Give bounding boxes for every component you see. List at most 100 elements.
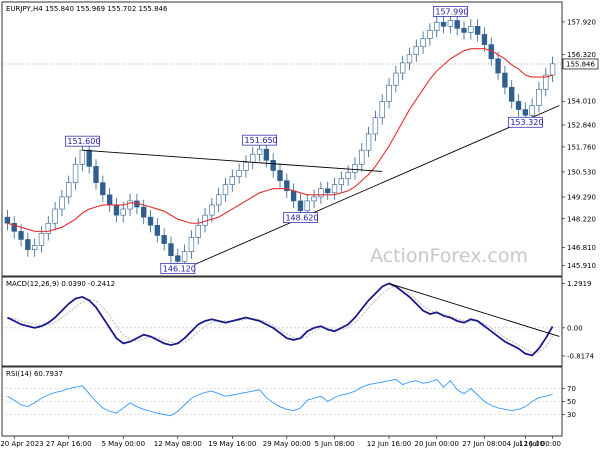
candle-body bbox=[188, 237, 195, 252]
time-tick-label: 12 Jun 16:00 bbox=[367, 440, 411, 448]
candle-body bbox=[359, 149, 365, 165]
time-tick-label: 27 Apr 16:00 bbox=[46, 440, 92, 448]
time-tick-label: 12 May 08:00 bbox=[154, 440, 202, 448]
candle-body bbox=[481, 34, 488, 45]
candle-body bbox=[4, 216, 11, 224]
rsi-tick-label: 30 bbox=[567, 411, 576, 419]
candle-body bbox=[529, 105, 535, 116]
candle-body bbox=[263, 148, 270, 161]
candle-body bbox=[79, 149, 86, 165]
candle-body bbox=[59, 196, 65, 210]
candle-body bbox=[406, 54, 413, 64]
candle-body bbox=[181, 251, 188, 262]
candle-body bbox=[393, 72, 399, 86]
price-level-label-box bbox=[433, 6, 468, 17]
candle-body bbox=[297, 200, 304, 211]
price-level-label: 148.620 bbox=[285, 214, 318, 223]
candle-body bbox=[372, 117, 379, 135]
candle-body bbox=[256, 148, 263, 155]
candle-body bbox=[25, 239, 31, 250]
candle-body bbox=[509, 86, 515, 102]
price-level-label: 151.650 bbox=[245, 136, 278, 145]
rsi-tick-label: 50 bbox=[567, 398, 576, 406]
macd-tick-label: -0.8174 bbox=[567, 352, 595, 360]
candle-body bbox=[365, 133, 372, 151]
candle-body bbox=[304, 200, 310, 211]
price-level-label-box bbox=[242, 134, 277, 146]
macd-panel-frame bbox=[1, 276, 563, 367]
price-tick-label: 157.920 bbox=[567, 18, 596, 26]
current-price-label: 155.846 bbox=[566, 60, 595, 68]
candle-body bbox=[236, 170, 242, 177]
candle-body bbox=[284, 180, 290, 192]
price-tick-label: 149.290 bbox=[567, 194, 596, 202]
candle-body bbox=[311, 196, 317, 202]
candle-body bbox=[447, 20, 454, 27]
price-level-label-box bbox=[507, 116, 543, 128]
candle-body bbox=[427, 30, 433, 39]
candle-body bbox=[86, 149, 92, 167]
moving-average-line bbox=[7, 48, 553, 232]
candle-body bbox=[229, 176, 235, 185]
candle-body bbox=[318, 188, 324, 198]
candle-body bbox=[474, 26, 481, 35]
candle-body bbox=[461, 28, 467, 33]
candle-body bbox=[270, 160, 276, 171]
candle-body bbox=[420, 38, 426, 47]
candle-body bbox=[154, 224, 161, 236]
candle-body bbox=[277, 170, 283, 181]
candle-body bbox=[175, 255, 181, 262]
candle-body bbox=[440, 21, 447, 27]
price-level-label-box bbox=[160, 263, 196, 274]
candle-body bbox=[113, 204, 120, 216]
price-level-label: 153.320 bbox=[510, 118, 543, 127]
candle-body bbox=[195, 224, 201, 238]
time-tick-label: 5 May 00:00 bbox=[101, 440, 145, 448]
price-level-label-box bbox=[65, 135, 100, 147]
macd-tick-label: 0.00 bbox=[567, 324, 583, 332]
price-level-label: 157.990 bbox=[435, 7, 468, 16]
price-tick-label: 154.010 bbox=[567, 98, 596, 106]
price-tick-label: 145.910 bbox=[567, 262, 596, 270]
candle-body bbox=[168, 243, 174, 257]
price-level-label: 146.120 bbox=[163, 264, 196, 273]
time-tick-label: 19 May 16:00 bbox=[208, 440, 256, 448]
candle-body bbox=[386, 84, 392, 102]
macd-title: MACD(12,26,9) 0.0390 -0.2412 bbox=[6, 280, 115, 288]
candle-body bbox=[379, 101, 385, 118]
candle-body bbox=[161, 235, 167, 244]
candle-body bbox=[45, 222, 51, 234]
price-tick-label: 156.320 bbox=[567, 51, 596, 59]
candle-body bbox=[522, 109, 529, 116]
price-trendline bbox=[82, 149, 383, 172]
time-tick-label: 20 Apr 2023 bbox=[0, 440, 43, 448]
price-level-label-box bbox=[283, 212, 318, 224]
price-level-label: 151.600 bbox=[67, 137, 100, 146]
candle-body bbox=[31, 245, 38, 250]
candle-body bbox=[11, 222, 17, 232]
macd-trendline bbox=[388, 283, 560, 337]
price-layer: 157.990 151.600 151.650 148.620 146.120 153.3… bbox=[2, 6, 562, 274]
candle-body bbox=[127, 200, 133, 210]
price-tick-label: 150.530 bbox=[567, 168, 596, 176]
candle-body bbox=[38, 233, 45, 246]
rsi-tick-label: 70 bbox=[567, 385, 576, 393]
rsi-layer bbox=[2, 378, 562, 417]
watermark: ActionForex.com bbox=[370, 245, 528, 267]
candle-body bbox=[413, 46, 419, 56]
candle-body bbox=[549, 63, 556, 76]
candle-body bbox=[243, 162, 249, 171]
candle-body bbox=[338, 178, 345, 185]
time-tick-label: 29 May 00:00 bbox=[263, 440, 311, 448]
price-trendline bbox=[191, 105, 560, 267]
candle-body bbox=[93, 166, 99, 183]
candle-body bbox=[141, 206, 147, 218]
axis-layer: 157.920 156.320 154.010 152.840 151.760 150.5… bbox=[0, 18, 599, 448]
candle-body bbox=[290, 190, 297, 202]
candle-body bbox=[209, 204, 215, 216]
candle-body bbox=[72, 164, 79, 183]
time-tick-label: 20 Jun 00:00 bbox=[415, 440, 459, 448]
candle-body bbox=[352, 164, 358, 173]
candle-body bbox=[325, 188, 331, 194]
